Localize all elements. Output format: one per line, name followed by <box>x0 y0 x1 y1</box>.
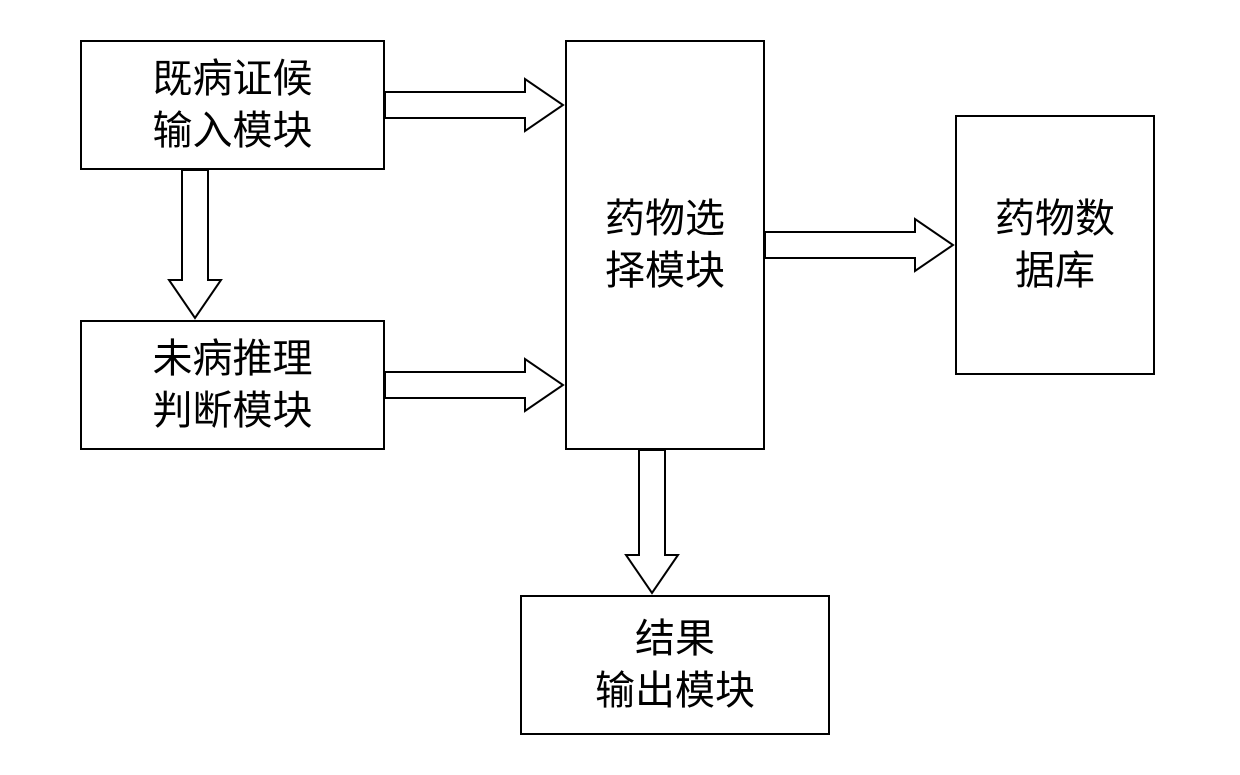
node-label-line2: 输出模块 <box>595 665 755 717</box>
arrow-selection-to-database <box>765 217 955 273</box>
flowchart-diagram: 既病证候 输入模块 未病推理 判断模块 药物选 择模块 药物数 据库 结果 输出… <box>0 0 1240 775</box>
arrow-input-to-selection <box>385 77 565 133</box>
node-label-line2: 据库 <box>1015 245 1095 297</box>
node-label-line2: 择模块 <box>605 245 725 297</box>
node-label-line1: 药物选 <box>605 193 725 245</box>
node-label-line1: 既病证候 <box>153 53 313 105</box>
node-label-line1: 药物数 <box>995 193 1115 245</box>
node-input-module: 既病证候 输入模块 <box>80 40 385 170</box>
node-database-module: 药物数 据库 <box>955 115 1155 375</box>
arrow-input-to-reasoning <box>167 170 223 320</box>
node-output-module: 结果 输出模块 <box>520 595 830 735</box>
arrow-selection-to-output <box>624 450 680 595</box>
node-reasoning-module: 未病推理 判断模块 <box>80 320 385 450</box>
node-label-line2: 判断模块 <box>153 385 313 437</box>
node-selection-module: 药物选 择模块 <box>565 40 765 450</box>
node-label-line1: 未病推理 <box>153 333 313 385</box>
arrow-reasoning-to-selection <box>385 357 565 413</box>
node-label-line2: 输入模块 <box>153 105 313 157</box>
node-label-line1: 结果 <box>635 613 715 665</box>
